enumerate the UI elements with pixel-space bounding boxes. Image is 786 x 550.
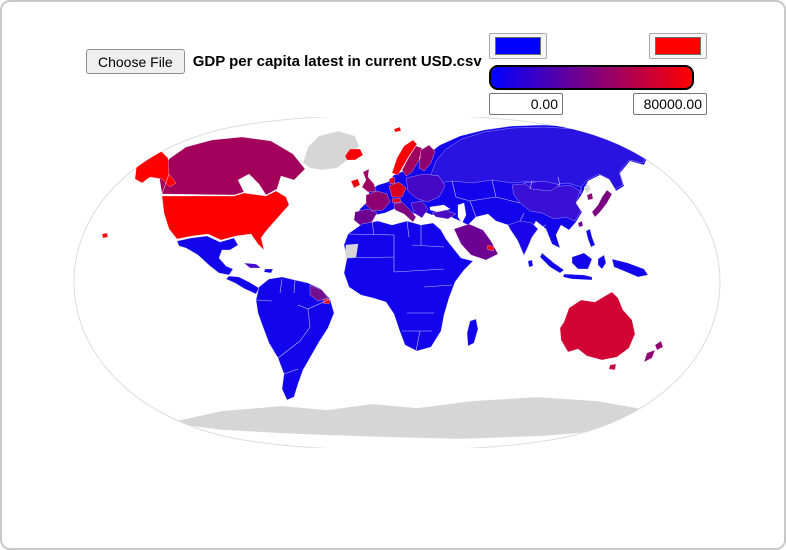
region-guyanas — [309, 284, 329, 302]
country-border-lines — [161, 173, 582, 375]
region-tasmania — [608, 363, 617, 371]
region-denmark — [388, 176, 396, 185]
world-map-svg — [73, 114, 721, 451]
color-scale-legend — [489, 33, 707, 115]
region-ireland — [350, 178, 361, 189]
region-india — [507, 220, 539, 256]
region-russia — [429, 126, 649, 190]
region-usa — [161, 190, 290, 251]
region-germany — [388, 181, 407, 198]
region-balkans — [410, 200, 429, 219]
region-finland — [418, 144, 436, 172]
region-greenland — [302, 130, 360, 171]
scale-range-row — [489, 93, 707, 115]
region-hispaniola — [263, 268, 274, 274]
region-arabia — [453, 223, 499, 261]
region-australia — [559, 291, 636, 361]
region-caspian-sea — [457, 202, 467, 224]
selected-filename-label: GDP per capita latest in current USD.csv — [192, 53, 482, 70]
max-color-picker[interactable] — [649, 33, 707, 59]
region-hawaii — [101, 232, 109, 239]
world-map — [72, 114, 722, 451]
max-color-chip — [655, 37, 701, 55]
region-turkey — [431, 209, 457, 220]
region-iceland — [344, 148, 364, 161]
region-south-korea — [586, 192, 594, 201]
region-canada — [158, 136, 306, 196]
region-south-america — [255, 276, 335, 401]
region-madagascar — [466, 318, 479, 347]
region-philippines — [585, 228, 596, 248]
min-color-picker[interactable] — [489, 33, 547, 59]
color-gradient-bar — [489, 65, 694, 90]
region-norway — [391, 139, 418, 176]
region-new-guinea — [611, 258, 649, 278]
color-picker-row — [489, 33, 707, 59]
country-regions — [101, 124, 664, 440]
max-value-input[interactable] — [633, 93, 707, 115]
region-antarctica — [166, 396, 658, 440]
region-central-america — [225, 275, 260, 295]
region-western-sahara — [344, 243, 359, 259]
region-uk — [361, 168, 377, 193]
region-africa — [343, 220, 474, 352]
region-indonesia — [539, 252, 607, 281]
region-svalbard — [393, 126, 402, 133]
region-east-europe — [405, 173, 446, 203]
region-north-korea — [583, 183, 592, 194]
region-mongolia — [523, 180, 561, 192]
file-upload-control: Choose File GDP per capita latest in cur… — [86, 49, 482, 74]
region-new-zealand — [643, 340, 664, 363]
region-mexico — [176, 235, 239, 276]
choose-file-button[interactable]: Choose File — [86, 49, 185, 74]
region-french-guiana — [322, 298, 331, 305]
region-italy — [393, 201, 417, 223]
region-france — [365, 190, 391, 212]
region-cuba — [243, 262, 262, 269]
region-uae-qatar — [486, 244, 495, 252]
region-china — [511, 182, 582, 222]
region-sri-lanka — [527, 259, 534, 268]
min-color-chip — [495, 37, 541, 55]
region-taiwan — [577, 220, 584, 228]
region-japan — [591, 189, 613, 218]
min-value-input[interactable] — [489, 93, 563, 115]
region-alpine — [391, 197, 402, 204]
